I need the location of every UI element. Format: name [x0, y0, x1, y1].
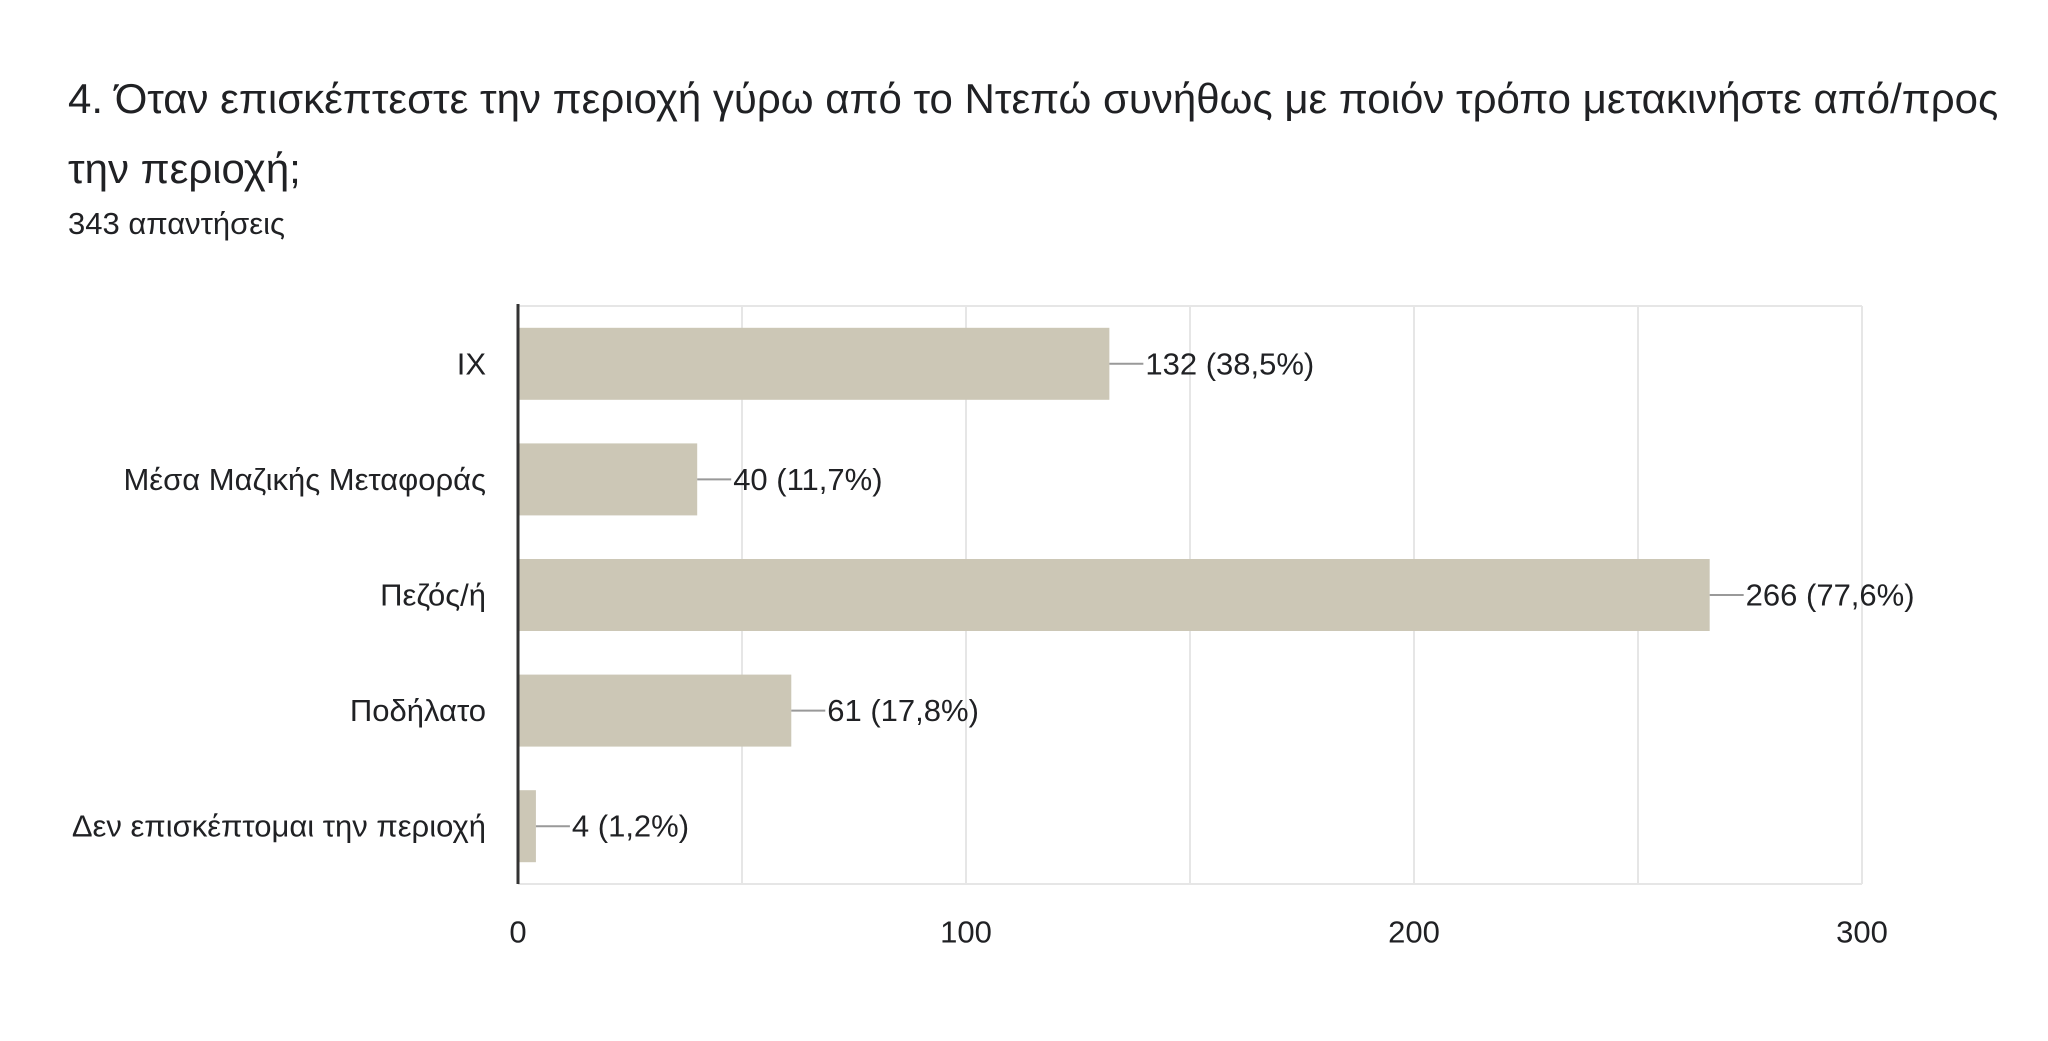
data-label: 61 (17,8%)	[827, 693, 979, 728]
question-title: 4. Όταν επισκέπτεστε την περιοχή γύρω απ…	[68, 75, 1999, 192]
category-label: Πεζός/ή	[380, 578, 486, 613]
category-label: Δεν επισκέπτομαι την περιοχή	[72, 809, 486, 844]
category-label: Μέσα Μαζικής Μεταφοράς	[123, 462, 486, 497]
x-tick-label: 0	[509, 915, 526, 950]
data-label: 40 (11,7%)	[733, 462, 882, 497]
response-count: 343 απαντήσεις	[68, 206, 285, 241]
bar	[518, 674, 792, 747]
data-label: 132 (38,5%)	[1145, 346, 1314, 381]
bar-layer	[518, 327, 1710, 863]
axis-layer: 0 100 200 300	[509, 304, 1888, 950]
data-label: 4 (1,2%)	[572, 809, 689, 844]
x-tick-label: 300	[1836, 915, 1888, 950]
x-tick-label: 100	[940, 915, 992, 950]
category-label: Ποδήλατο	[350, 693, 486, 728]
bar	[518, 327, 1110, 400]
x-tick-label: 200	[1388, 915, 1440, 950]
label-layer: ΙΧ 132 (38,5%) Μέσα Μαζικής Μεταφοράς 40 (1…	[72, 346, 1915, 843]
category-label: ΙΧ	[457, 346, 487, 381]
data-label: 266 (77,6%)	[1746, 578, 1915, 613]
bar	[518, 559, 1710, 631]
bar	[518, 790, 536, 863]
bar	[518, 443, 698, 516]
